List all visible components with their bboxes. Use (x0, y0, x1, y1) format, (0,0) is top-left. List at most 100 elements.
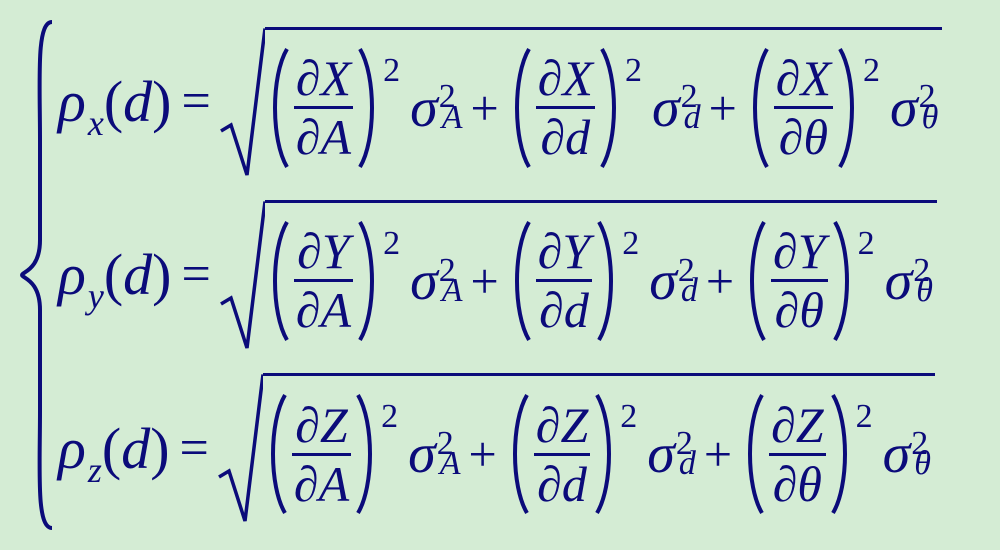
partial-fraction: ∂X ∂θ (774, 53, 833, 162)
radicand: ∂X∂A2σ2A+∂X∂d2σ2d+∂X∂θ2σ2θ (265, 27, 943, 180)
fraction-numerator: ∂X (294, 53, 353, 103)
close-paren (354, 219, 382, 343)
radicand: ∂Z∂A2σ2A+∂Z∂d2σ2d+∂Z∂θ2σ2θ (263, 373, 935, 526)
partial-fraction: ∂Z ∂A (292, 400, 351, 509)
squared-partial: ∂X ∂A 2 (265, 46, 400, 170)
term: ∂Z ∂A 2 σ2A (263, 392, 461, 516)
open-paren (507, 46, 535, 170)
fraction-denominator: ∂A (294, 112, 353, 162)
equation-system: ρx(d)=∂X∂A2σ2A+∂X∂d2σ2d+∂X∂θ2σ2θρy(d)=∂Y… (0, 0, 1000, 550)
close-paren (593, 219, 621, 343)
lhs: ρx(d) (58, 68, 171, 135)
partial-fraction: ∂Y ∂A (294, 226, 353, 335)
fraction-numerator: ∂Z (769, 400, 826, 450)
fraction-denominator: ∂A (294, 285, 353, 335)
squared-partial: ∂Z∂d2 (505, 392, 638, 516)
term: ∂Z∂d2σ2d (505, 392, 696, 516)
lhs: ρz(d) (58, 415, 170, 482)
partial-fraction: ∂X ∂A (294, 53, 353, 162)
squared-partial: ∂Y ∂A 2 (265, 219, 400, 343)
squared-partial: ∂Z ∂θ 2 (740, 392, 873, 516)
sigma-term: σ2θ (883, 422, 931, 486)
term: ∂Y ∂θ 2 σ2θ (742, 219, 933, 343)
sigma-term: σ2d (649, 249, 698, 313)
close-paren (596, 46, 624, 170)
fraction-denominator: ∂d (537, 285, 591, 335)
squared-partial: ∂Y ∂θ 2 (742, 219, 875, 343)
radical-icon (219, 27, 265, 177)
term: ∂X ∂d 2 σ2d (507, 46, 701, 170)
open-paren (263, 392, 291, 516)
equation-row: ρy(d)=∂Y∂A2σ2A+∂Y∂d2σ2d+∂Y∂θ2σ2θ (58, 195, 942, 355)
fraction-denominator: ∂θ (777, 112, 830, 162)
lhs: ρy(d) (58, 241, 171, 308)
close-paren (829, 219, 857, 343)
open-paren (745, 46, 773, 170)
sigma-term: σ2d (647, 422, 696, 486)
close-paren (354, 46, 382, 170)
equals-sign: = (180, 419, 209, 478)
exponent: 2 (381, 398, 398, 436)
sigma-term: σ2θ (890, 76, 938, 140)
plus-sign: + (704, 425, 732, 483)
equation-row: ρx(d)=∂X∂A2σ2A+∂X∂d2σ2d+∂X∂θ2σ2θ (58, 22, 942, 182)
sigma-term: σ2A (408, 422, 460, 486)
term: ∂Z ∂θ 2 σ2θ (740, 392, 931, 516)
fraction-numerator: ∂Z (293, 400, 350, 450)
partial-fraction: ∂Y ∂θ (771, 226, 828, 335)
equation-row: ρz(d)=∂Z∂A2σ2A+∂Z∂d2σ2d+∂Z∂θ2σ2θ (58, 368, 942, 528)
square-root: ∂Z∂A2σ2A+∂Z∂d2σ2d+∂Z∂θ2σ2θ (217, 373, 935, 523)
radicand: ∂Y∂A2σ2A+∂Y∂d2σ2d+∂Y∂θ2σ2θ (265, 200, 937, 353)
squared-partial: ∂Y ∂d 2 (507, 219, 640, 343)
exponent: 2 (383, 52, 400, 90)
plus-sign: + (470, 252, 498, 310)
plus-sign: + (706, 252, 734, 310)
equals-sign: = (181, 72, 210, 131)
plus-sign: + (469, 425, 497, 483)
fraction-denominator: ∂θ (773, 285, 826, 335)
fraction-denominator: ∂A (292, 459, 351, 509)
term: ∂X ∂A 2 σ2A (265, 46, 463, 170)
exponent: 2 (863, 52, 880, 90)
partial-fraction: ∂X ∂d (536, 53, 595, 162)
fraction-numerator: ∂Y (295, 226, 352, 276)
fraction-numerator: ∂Y (536, 226, 593, 276)
fraction-numerator: ∂X (774, 53, 833, 103)
fraction-denominator: ∂θ (771, 459, 824, 509)
exponent: 2 (858, 225, 875, 263)
sigma-term: σ2A (410, 76, 462, 140)
term: ∂Y ∂A 2 σ2A (265, 219, 463, 343)
plus-sign: + (709, 79, 737, 137)
square-root: ∂Y∂A2σ2A+∂Y∂d2σ2d+∂Y∂θ2σ2θ (219, 200, 937, 350)
partial-fraction: ∂Z ∂θ (769, 400, 826, 509)
fraction-denominator: ∂d (538, 112, 592, 162)
term: ∂Y ∂d 2 σ2d (507, 219, 698, 343)
open-paren (507, 219, 535, 343)
exponent: 2 (622, 225, 639, 263)
close-paren (827, 392, 855, 516)
plus-sign: + (470, 79, 498, 137)
open-paren (740, 392, 768, 516)
term: ∂X ∂θ 2 σ2θ (745, 46, 939, 170)
radical-icon (217, 373, 263, 523)
fraction-numerator: ∂Z (534, 400, 591, 450)
close-paren (352, 392, 380, 516)
sigma-term: σ2d (652, 76, 701, 140)
radical-icon (219, 200, 265, 350)
exponent: 2 (856, 398, 873, 436)
equals-sign: = (181, 245, 210, 304)
close-paren (591, 392, 619, 516)
fraction-numerator: ∂X (536, 53, 595, 103)
square-root: ∂X∂A2σ2A+∂X∂d2σ2d+∂X∂θ2σ2θ (219, 27, 943, 177)
open-paren (265, 219, 293, 343)
exponent: 2 (383, 225, 400, 263)
sigma-term: σ2θ (885, 249, 933, 313)
squared-partial: ∂X ∂θ 2 (745, 46, 880, 170)
fraction-denominator: ∂d (535, 459, 589, 509)
sigma-term: σ2A (410, 249, 462, 313)
left-brace (18, 20, 58, 530)
fraction-numerator: ∂Y (771, 226, 828, 276)
open-paren (505, 392, 533, 516)
exponent: 2 (625, 52, 642, 90)
partial-fraction: ∂Z ∂d (534, 400, 591, 509)
